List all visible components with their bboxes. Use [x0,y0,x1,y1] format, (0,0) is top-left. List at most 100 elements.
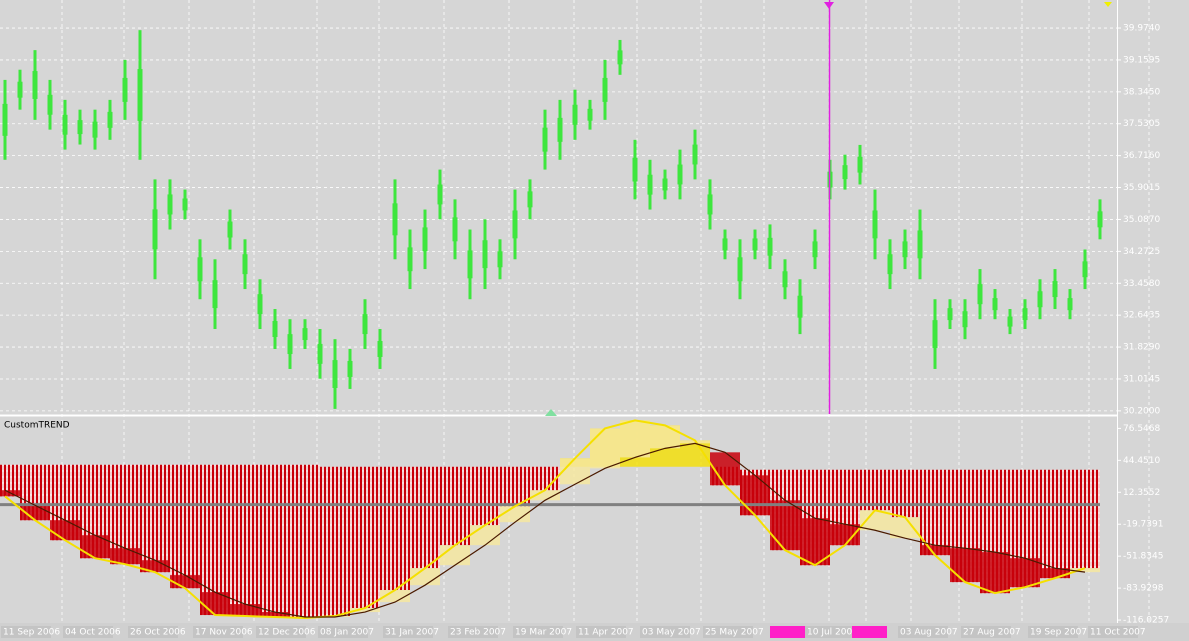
candle-body [632,157,638,182]
histogram-bar [530,466,560,491]
y-tick-label: 33.4580 [1123,279,1160,289]
candle-body [737,257,743,282]
indicator-title: CustomTREND [4,421,70,431]
date-box [383,626,433,638]
date-box [256,626,306,638]
histogram-bar [1070,469,1100,569]
x-tick-label: 03 May 2007 [642,628,701,638]
plot-layer: 39.9740 39.1595 38.3450 37.5305 36.7160 35.90… [0,0,1169,638]
x-tick-label: 25 May 2007 [705,628,764,638]
trend-gap [620,420,650,458]
corner-marker [1104,2,1112,7]
trend-gap [650,425,680,449]
candle-body [377,340,383,357]
date-box [318,626,368,638]
candle-body [797,295,803,318]
trend-gap [890,517,920,539]
y-tick-label: 34.2725 [1123,247,1160,257]
y-tick-label: 32.6435 [1123,311,1160,321]
histogram-bar [380,466,410,591]
trend-gap [1040,568,1070,579]
candle-body [107,111,113,128]
candle-body [332,360,338,388]
candle-body [182,198,188,211]
candle-body [2,103,8,136]
trend-line [4,442,1086,618]
candle-body [122,77,128,102]
candle-body [242,254,248,275]
y-tick-label: -19.7391 [1123,520,1163,530]
candle-body [1067,298,1073,311]
date-box [576,626,626,638]
histogram-bar [0,464,20,497]
y-tick-label: 35.9015 [1123,183,1160,193]
x-tick-label: 19 Mar 2007 [515,628,572,638]
candle-body [62,114,68,135]
candle-body [752,238,758,251]
y-tick-label: 35.0870 [1123,215,1160,225]
y-tick-label: 44.4510 [1123,456,1160,466]
candle-body [152,209,158,250]
y-tick-label: 76.5468 [1123,424,1160,434]
candle-body [1007,316,1013,327]
candle-body [317,343,323,364]
highlight-box [770,626,805,638]
candle-body [92,121,98,138]
candle-body [287,334,293,355]
candle-body [602,77,608,102]
candle-body [422,227,428,252]
histogram-bar [1040,469,1070,579]
candle-body [872,210,878,239]
date-box [1028,626,1078,638]
trend-gap [110,548,140,565]
candle-body [527,191,533,208]
histogram-bar [320,466,350,617]
y-tick-label: 39.9740 [1123,24,1160,34]
candle-body [272,321,278,337]
candle-body [167,194,173,215]
x-tick-label: 17 Nov 2006 [195,628,253,638]
candle-body [557,117,563,142]
y-tick-label: -51.8345 [1123,552,1163,562]
x-tick-label: 23 Feb 2007 [450,628,506,638]
candle-body [887,254,893,275]
date-box [1,626,51,638]
date-box [448,626,498,638]
candle-body [302,328,308,341]
candle-body [617,50,623,65]
trend-gap [830,524,860,546]
histogram-bar [260,464,290,618]
candle-body [842,165,848,180]
trend-gap [1010,558,1040,588]
candle-body [962,311,968,328]
histogram-bar [470,466,500,526]
y-tick-label: 31.8290 [1123,343,1160,353]
candle-body [1052,281,1058,298]
candle-body [542,127,548,152]
histogram-bar [170,464,200,589]
trend-gap [50,520,80,541]
y-tick-label: 31.0145 [1123,374,1160,384]
x-tick-label: 11 Sep 2006 [3,628,60,638]
trend-gap [80,535,110,559]
trend-gap [860,510,890,531]
candle-body [812,241,818,258]
date-box [513,626,563,638]
date-box [1088,626,1138,638]
y-tick-label: 39.1595 [1123,55,1160,65]
date-box [898,626,948,638]
candle-body [917,230,923,259]
x-tick-label: 19 Sep 2007 [1030,628,1087,638]
x-tick-label: 11 Oct 2007 [1090,628,1146,638]
date-box [63,626,113,638]
x-tick-label: 11 Apr 2007 [578,628,634,638]
candle-body [32,71,38,99]
candle-body [482,240,488,269]
histogram-bar [290,464,320,619]
trend-gap [920,545,950,556]
trend-gap [770,500,800,551]
highlight-box [852,626,887,638]
trend-gap [260,612,290,618]
x-tick-label: 26 Oct 2006 [130,628,186,638]
